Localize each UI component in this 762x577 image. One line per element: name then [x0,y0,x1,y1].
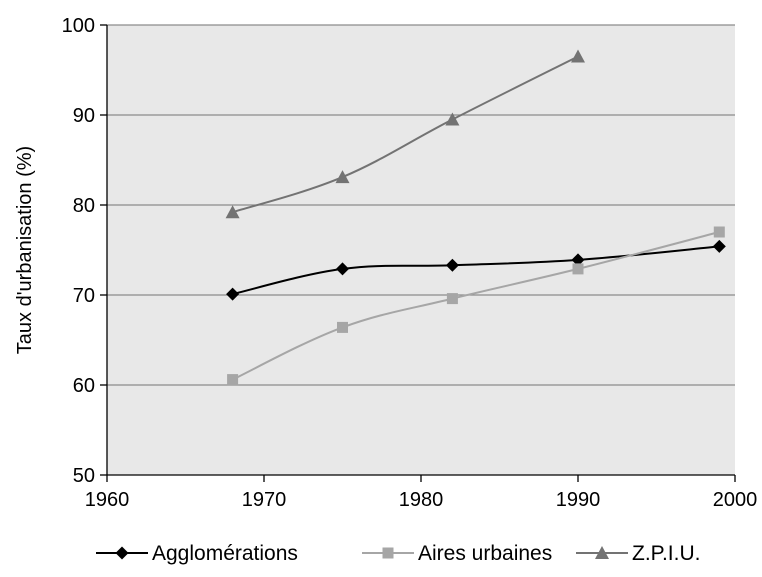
data-point [712,239,726,253]
data-point [225,205,240,219]
data-series [225,49,726,386]
y-axis-label: Taux d'urbanisation (%) [14,146,36,354]
tick-labels: 50 60 70 80 90 100 1960 1970 1980 1990 2000 [62,15,758,511]
x-tick-label: 1960 [85,489,130,511]
y-tick-label: 70 [73,285,95,307]
series-2 [225,49,585,219]
y-tick-label: 100 [62,15,95,37]
x-tick-label: 1980 [399,489,444,511]
legend: Agglomérations Aires urbaines Z.P.I.U. [96,542,700,565]
data-point [226,287,240,301]
data-point [227,374,239,386]
legend-marker [595,546,609,559]
plot-area [107,25,735,475]
data-point [571,49,585,63]
legend-label: Z.P.I.U. [632,542,700,565]
y-tick-label: 50 [73,465,95,487]
legend-label: Agglomérations [152,542,298,565]
data-point [337,321,348,333]
y-tick-label: 60 [73,375,95,397]
legend-item: Agglomérations [96,542,298,565]
series-line [232,55,579,214]
axes [100,24,736,482]
x-tick-label: 2000 [713,489,758,511]
series-1 [227,226,725,386]
data-point [445,112,460,126]
data-point [335,170,350,184]
data-point [446,293,458,305]
data-point [445,258,459,272]
data-point [571,253,585,267]
legend-marker [382,547,394,559]
x-tick-label: 1970 [242,489,287,511]
legend-marker [115,546,129,560]
data-point [336,262,349,276]
legend-label: Aires urbaines [418,542,552,565]
legend-item: Z.P.I.U. [576,542,700,565]
x-tick-label: 1990 [556,489,601,511]
data-point [713,226,725,238]
y-tick-label: 80 [73,195,95,217]
gridlines [107,24,735,386]
data-point [572,263,584,275]
y-tick-label: 90 [73,105,95,127]
legend-item: Aires urbaines [362,542,552,565]
